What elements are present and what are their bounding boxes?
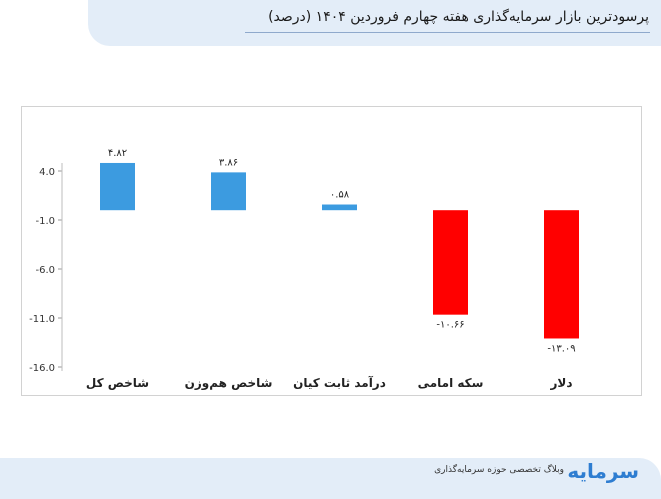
bar xyxy=(544,210,579,339)
category-label: شاخص کل xyxy=(86,376,149,390)
category-label: سکه امامی xyxy=(418,376,484,390)
data-label: -۱۳.۰۹ xyxy=(547,343,575,354)
brand-logo: سرمایه xyxy=(567,459,639,483)
data-label: ۴.۸۲ xyxy=(108,148,127,159)
bar xyxy=(100,162,135,211)
title-underline xyxy=(245,32,650,33)
y-tick-label: -16.0 xyxy=(29,363,55,374)
data-label: ۳.۸۶ xyxy=(219,157,238,168)
y-tick-label: -6.0 xyxy=(35,265,55,276)
bar xyxy=(433,210,468,315)
bar xyxy=(211,172,246,211)
footer-band xyxy=(0,458,661,499)
category-label: درآمد ثابت کیان xyxy=(293,375,386,390)
bar-chart: 4.0 -1.0 -6.0 -11.0 -16.0 ۴.۸۲ شاخص کل ۳.۸۶ شاخص… xyxy=(29,148,579,391)
chart-frame: 4.0 -1.0 -6.0 -11.0 -16.0 ۴.۸۲ شاخص کل ۳.۸۶ شاخص… xyxy=(21,106,642,396)
data-label: -۱۰.۶۶ xyxy=(436,320,464,331)
header-band xyxy=(88,0,661,46)
category-label: دلار xyxy=(549,376,572,390)
footer-caption: وبلاگ تخصصی حوزه سرمایه‌گذاری xyxy=(434,465,564,475)
chart-title: پرسودترین بازار سرمایه‌گذاری هفته چهارم … xyxy=(268,9,649,25)
y-tick-label: 4.0 xyxy=(39,167,55,178)
y-tick-label: -11.0 xyxy=(29,314,55,325)
data-label: ۰.۵۸ xyxy=(330,190,350,201)
bar xyxy=(322,204,357,211)
y-tick-label: -1.0 xyxy=(35,216,55,227)
category-label: شاخص هم‌وزن xyxy=(185,376,273,391)
